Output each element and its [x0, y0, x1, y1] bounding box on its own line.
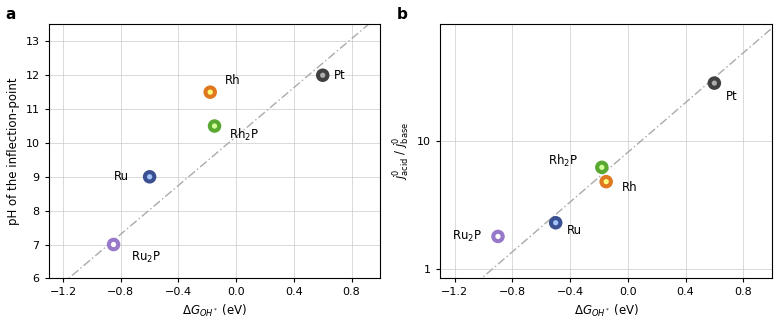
Point [708, 81, 721, 86]
X-axis label: $\Delta G_{OH^*}$ (eV): $\Delta G_{OH^*}$ (eV) [573, 303, 639, 319]
Point [208, 124, 220, 129]
Text: Ru$_2$P: Ru$_2$P [131, 250, 160, 265]
Text: Ru: Ru [567, 224, 583, 237]
Text: Ru$_2$P: Ru$_2$P [452, 229, 481, 244]
Point [108, 242, 120, 247]
Text: Pt: Pt [726, 90, 738, 103]
Point [492, 234, 504, 239]
Point [108, 242, 120, 247]
Y-axis label: $\it{j}$$^0_{\mathrm{acid}}$ / $\it{j}$$^0_{\mathrm{base}}$: $\it{j}$$^0_{\mathrm{acid}}$ / $\it{j}$$… [392, 122, 412, 181]
Text: Rh: Rh [622, 181, 638, 194]
Point [208, 124, 220, 129]
Point [600, 179, 612, 184]
Text: Pt: Pt [334, 69, 346, 82]
Text: Rh: Rh [224, 74, 240, 87]
Point [492, 234, 504, 239]
Text: Rh$_2$P: Rh$_2$P [548, 153, 579, 169]
Text: Rh$_2$P: Rh$_2$P [229, 126, 259, 142]
Point [596, 165, 608, 170]
Point [708, 81, 721, 86]
Point [549, 220, 562, 225]
Point [600, 179, 612, 184]
Text: b: b [397, 7, 408, 22]
Point [143, 174, 156, 179]
Point [143, 174, 156, 179]
Point [549, 220, 562, 225]
Point [204, 90, 217, 95]
X-axis label: $\Delta G_{OH^*}$ (eV): $\Delta G_{OH^*}$ (eV) [182, 303, 247, 319]
Point [316, 73, 329, 78]
Text: a: a [5, 7, 16, 22]
Y-axis label: pH of the inflection-point: pH of the inflection-point [7, 78, 20, 225]
Point [316, 73, 329, 78]
Point [204, 90, 217, 95]
Text: Ru: Ru [114, 170, 129, 183]
Point [596, 165, 608, 170]
